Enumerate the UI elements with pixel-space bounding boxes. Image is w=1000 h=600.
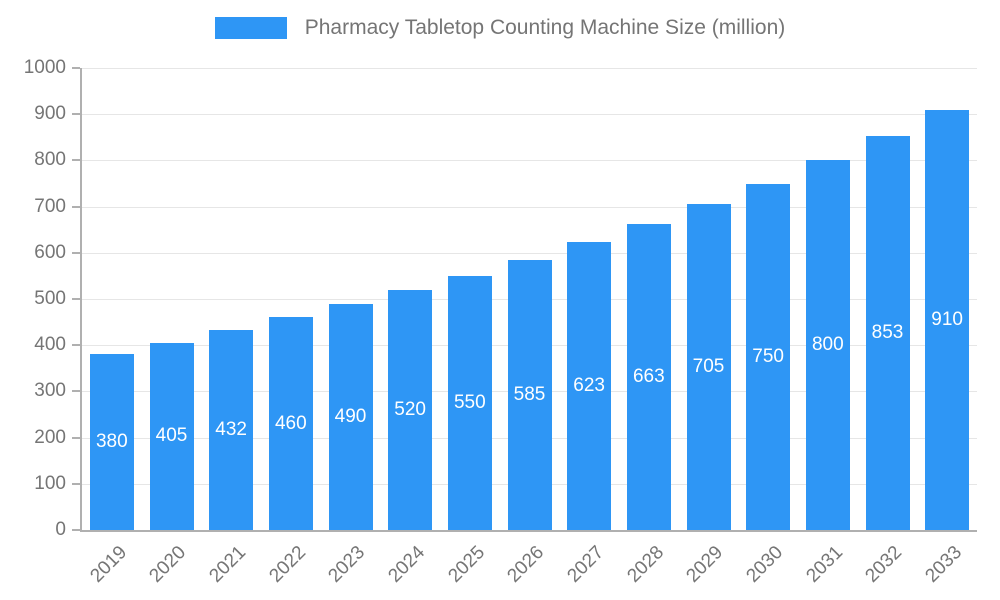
bar-value-label: 750 bbox=[752, 345, 784, 367]
y-tick-label: 500 bbox=[34, 288, 66, 309]
chart-legend: Pharmacy Tabletop Counting Machine Size … bbox=[0, 16, 1000, 40]
x-tick-label: 2029 bbox=[682, 542, 728, 587]
bar[interactable]: 460 bbox=[268, 317, 313, 530]
y-tick-mark bbox=[72, 159, 80, 162]
gridline bbox=[82, 206, 977, 208]
bar-value-label: 520 bbox=[394, 398, 426, 420]
x-tick-label: 2033 bbox=[921, 542, 967, 587]
y-tick-mark bbox=[72, 298, 80, 300]
x-tick-label: 2025 bbox=[443, 542, 489, 587]
y-tick-mark bbox=[72, 113, 80, 116]
bar-value-label: 705 bbox=[692, 356, 725, 378]
bar[interactable]: 800 bbox=[805, 160, 850, 530]
bar-value-label: 380 bbox=[95, 431, 128, 453]
plot-area: 380 405 432 460 490 520 550 585 623 663 705 750 800 8… bbox=[80, 68, 977, 532]
x-tick-label: 2020 bbox=[145, 542, 191, 587]
x-tick-label: 2032 bbox=[861, 542, 907, 587]
bar-value-label: 405 bbox=[155, 425, 188, 447]
legend-swatch[interactable] bbox=[214, 17, 287, 39]
y-tick-mark bbox=[72, 482, 80, 485]
x-tick-label: 2028 bbox=[622, 542, 668, 587]
bar[interactable]: 663 bbox=[626, 223, 671, 530]
bar-value-label: 910 bbox=[931, 308, 963, 330]
gridline bbox=[82, 68, 977, 69]
bar[interactable]: 490 bbox=[328, 303, 373, 530]
y-tick-mark bbox=[72, 67, 80, 69]
y-tick-label: 200 bbox=[34, 426, 66, 448]
y-tick-mark bbox=[72, 529, 80, 531]
bar-value-label: 585 bbox=[513, 383, 546, 405]
bar-value-label: 432 bbox=[215, 419, 247, 441]
bar[interactable]: 585 bbox=[507, 259, 552, 530]
y-tick-mark bbox=[72, 251, 80, 254]
x-tick-label: 2031 bbox=[801, 542, 847, 587]
chart-title: Pharmacy Tabletop Counting Machine Size … bbox=[304, 16, 786, 39]
y-tick-mark bbox=[72, 344, 80, 347]
x-tick-label: 2023 bbox=[324, 542, 370, 587]
x-tick-label: 2027 bbox=[563, 542, 609, 587]
bar-value-label: 490 bbox=[334, 405, 367, 427]
bar-value-label: 623 bbox=[573, 375, 605, 397]
bar-value-label: 853 bbox=[871, 321, 904, 343]
bar-value-label: 550 bbox=[453, 391, 486, 413]
x-tick-label: 2030 bbox=[742, 542, 788, 587]
y-tick-mark bbox=[72, 390, 80, 393]
y-tick-label: 700 bbox=[34, 195, 66, 217]
bar[interactable]: 750 bbox=[746, 183, 791, 530]
x-tick-label: 2026 bbox=[503, 542, 549, 587]
y-tick-label: 800 bbox=[34, 149, 66, 171]
bar-value-label: 460 bbox=[274, 412, 307, 434]
gridline bbox=[82, 114, 977, 116]
x-tick-label: 2021 bbox=[205, 542, 251, 587]
y-tick-mark bbox=[72, 436, 80, 439]
x-tick-label: 2022 bbox=[264, 542, 310, 587]
y-tick-label: 100 bbox=[34, 472, 66, 494]
y-tick-label: 1000 bbox=[23, 57, 66, 78]
y-tick-label: 0 bbox=[55, 519, 66, 540]
y-tick-label: 600 bbox=[34, 241, 66, 263]
bar-value-label: 800 bbox=[811, 334, 844, 356]
bar[interactable]: 550 bbox=[447, 275, 492, 530]
y-tick-label: 900 bbox=[34, 103, 66, 125]
bar[interactable]: 705 bbox=[686, 204, 731, 530]
bar[interactable]: 623 bbox=[567, 242, 612, 530]
bar[interactable]: 380 bbox=[89, 354, 134, 530]
bar[interactable]: 853 bbox=[865, 135, 910, 530]
bar[interactable]: 432 bbox=[209, 330, 254, 530]
y-axis-labels: 0 100 200 300 400 500 600 700 800 900 1000 bbox=[0, 0, 80, 600]
y-tick-label: 400 bbox=[34, 334, 66, 356]
bar-value-label: 663 bbox=[632, 365, 665, 387]
bar[interactable]: 520 bbox=[388, 289, 433, 530]
bar[interactable]: 405 bbox=[149, 342, 194, 530]
bar[interactable]: 910 bbox=[925, 109, 970, 530]
y-tick-mark bbox=[72, 205, 80, 208]
x-tick-label: 2019 bbox=[85, 542, 131, 587]
y-tick-label: 300 bbox=[34, 380, 66, 402]
x-tick-label: 2024 bbox=[384, 542, 430, 587]
gridline bbox=[82, 252, 977, 254]
gridline bbox=[82, 160, 977, 162]
